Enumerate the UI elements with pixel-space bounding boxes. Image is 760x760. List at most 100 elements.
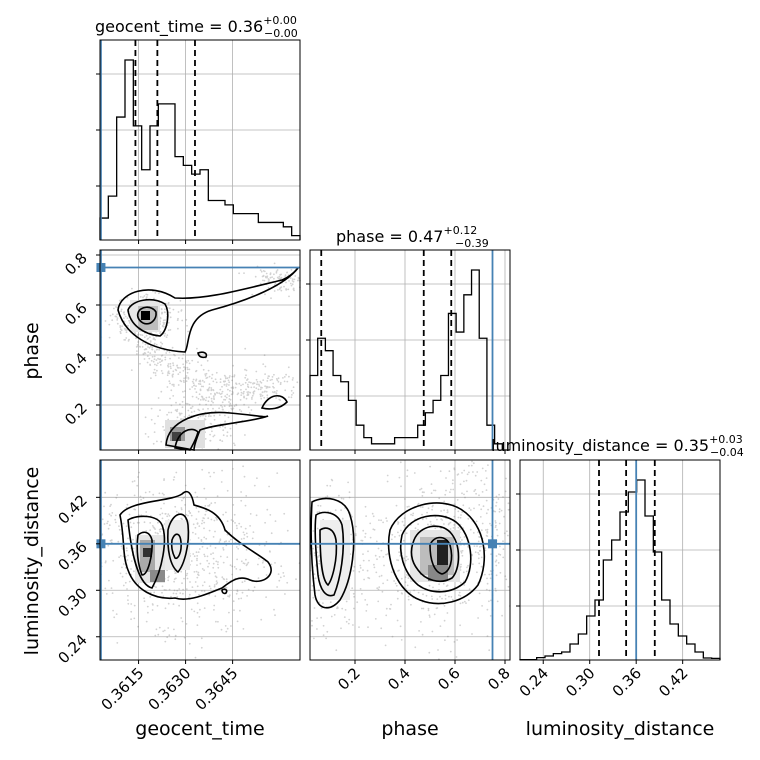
sample-point — [114, 514, 117, 517]
sample-point — [243, 537, 245, 540]
sample-point — [398, 569, 400, 572]
sample-point — [163, 493, 165, 496]
sample-point — [213, 418, 216, 421]
sample-point — [235, 404, 238, 407]
sample-point — [267, 375, 270, 377]
sample-point — [204, 399, 207, 402]
sample-point — [385, 553, 387, 556]
sample-point — [380, 627, 383, 630]
sample-point — [245, 558, 247, 561]
sample-point — [152, 493, 155, 496]
sample-point — [166, 413, 169, 416]
sample-point — [461, 492, 463, 495]
sample-point — [144, 433, 147, 435]
sample-point — [456, 474, 459, 476]
sample-point — [194, 526, 197, 529]
sample-point — [265, 540, 268, 543]
sample-point — [359, 564, 362, 567]
sample-point — [143, 597, 146, 600]
sample-point — [274, 520, 277, 522]
sample-point — [121, 325, 123, 328]
sample-point — [126, 503, 129, 506]
sample-point — [179, 412, 182, 415]
sample-point — [204, 415, 207, 418]
sample-point — [213, 519, 216, 522]
sample-point — [222, 408, 224, 411]
x-tick-label: 0.30 — [562, 664, 598, 700]
sample-point — [137, 333, 140, 336]
sample-point — [278, 398, 281, 401]
sample-point — [420, 607, 423, 610]
sample-points — [100, 465, 301, 659]
sample-point — [208, 375, 211, 378]
sample-point — [169, 362, 172, 365]
sample-point — [316, 628, 318, 630]
sample-point — [115, 613, 118, 615]
sample-point — [330, 478, 333, 481]
sample-point — [191, 359, 194, 362]
sample-point — [344, 609, 347, 611]
sample-point — [375, 540, 378, 543]
sample-point — [177, 367, 180, 369]
y-tick-label: 0.42 — [54, 491, 90, 527]
sample-point — [252, 392, 255, 395]
sample-point — [283, 285, 285, 288]
sample-point — [215, 560, 218, 563]
sample-point — [277, 573, 280, 575]
sample-point — [214, 547, 217, 549]
sample-point — [142, 296, 144, 299]
sample-point — [478, 549, 481, 552]
sample-point — [146, 355, 149, 357]
sample-point — [214, 501, 217, 504]
sample-point — [110, 503, 112, 506]
sample-point — [265, 276, 267, 279]
sample-point — [421, 633, 424, 636]
sample-point — [231, 573, 234, 576]
sample-point — [270, 563, 273, 566]
sample-point — [123, 339, 126, 341]
sample-point — [314, 577, 317, 580]
sample-point — [405, 559, 407, 562]
sample-point — [130, 568, 132, 570]
sample-point — [175, 471, 178, 474]
sample-point — [158, 528, 161, 531]
sample-point — [364, 599, 367, 601]
sample-point — [172, 308, 175, 311]
sample-point — [185, 360, 187, 363]
sample-point — [204, 374, 207, 377]
sample-point — [202, 414, 205, 417]
sample-point — [183, 416, 186, 418]
sample-point — [253, 382, 256, 385]
sample-point — [188, 403, 191, 406]
sample-point — [201, 568, 204, 570]
sample-point — [260, 618, 263, 621]
sample-point — [269, 272, 272, 275]
sample-point — [194, 491, 197, 494]
sample-point — [460, 563, 462, 566]
sample-point — [247, 561, 250, 564]
sample-point — [488, 649, 491, 652]
sample-point — [191, 586, 194, 588]
sample-point — [195, 518, 198, 520]
sample-point — [224, 625, 227, 627]
sample-point — [221, 440, 224, 442]
sample-point — [488, 600, 490, 603]
sample-point — [445, 517, 447, 520]
sample-point — [166, 636, 169, 639]
sample-point — [427, 607, 430, 610]
sample-point — [466, 490, 468, 493]
contour-line — [167, 513, 190, 574]
sample-point — [480, 529, 483, 532]
sample-point — [201, 584, 204, 587]
sample-point — [192, 382, 195, 385]
sample-point — [168, 372, 171, 375]
sample-point — [155, 586, 157, 588]
sample-point — [204, 505, 207, 507]
sample-point — [230, 386, 233, 389]
sample-point — [495, 559, 498, 562]
sample-point — [260, 397, 263, 400]
sample-point — [214, 595, 217, 598]
sample-point — [219, 439, 222, 442]
sample-point — [160, 308, 163, 310]
sample-point — [179, 414, 181, 416]
